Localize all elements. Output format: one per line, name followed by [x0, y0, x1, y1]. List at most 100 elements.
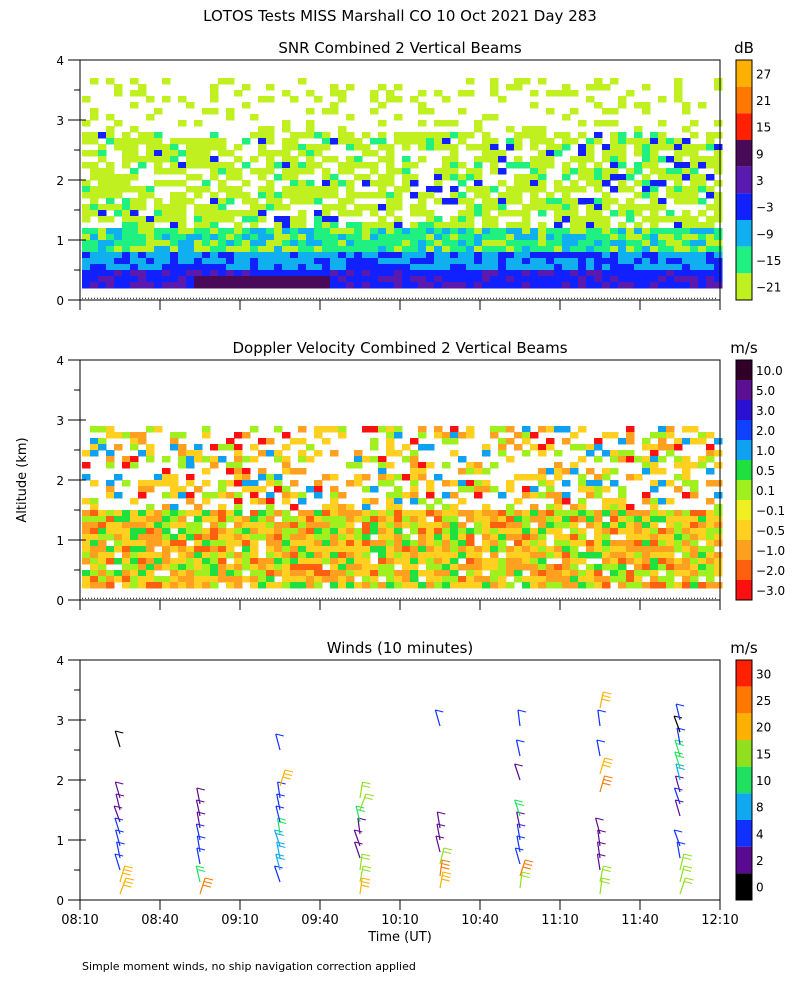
colorbar-label: 8: [756, 801, 764, 815]
snr-cell: [386, 210, 395, 217]
snr-cell: [98, 150, 107, 157]
colorbar-swatch: [736, 273, 752, 300]
doppler-cell: [562, 570, 571, 577]
doppler-cell: [714, 450, 723, 457]
snr-cell: [482, 282, 491, 289]
snr-cell: [482, 276, 491, 283]
wind-barb-shaft: [597, 709, 601, 727]
doppler-cell: [610, 528, 619, 535]
snr-cell: [666, 156, 675, 163]
snr-cell: [610, 138, 619, 145]
doppler-cell: [706, 570, 715, 577]
snr-cell: [586, 276, 595, 283]
doppler-cell: [522, 534, 531, 541]
doppler-cell: [386, 552, 395, 559]
snr-cell: [554, 252, 563, 259]
snr-cell: [570, 252, 579, 259]
snr-cell: [298, 132, 307, 139]
wind-barb-shaft: [674, 799, 681, 817]
y-tick-label: 0: [56, 294, 64, 308]
doppler-cell: [82, 462, 91, 469]
snr-cell: [706, 264, 715, 271]
snr-cell: [418, 246, 427, 253]
snr-cell: [450, 168, 459, 175]
snr-cell: [162, 78, 171, 85]
doppler-cell: [658, 432, 667, 439]
doppler-cell: [274, 582, 283, 589]
wind-barb-flag: [596, 739, 606, 743]
snr-cell: [402, 276, 411, 283]
snr-cell: [306, 276, 315, 283]
doppler-cell: [546, 546, 555, 553]
snr-cell: [354, 252, 363, 259]
snr-cell: [490, 252, 499, 259]
snr-cell: [418, 234, 427, 241]
doppler-cell: [442, 432, 451, 439]
doppler-cell: [242, 516, 251, 523]
doppler-cell: [498, 510, 507, 517]
snr-cell: [514, 192, 523, 199]
snr-cell: [666, 138, 675, 145]
snr-cell: [154, 240, 163, 247]
doppler-heatmap: [82, 426, 723, 589]
doppler-cell: [146, 546, 155, 553]
snr-cell: [226, 264, 235, 271]
snr-cell: [402, 282, 411, 289]
snr-cell: [442, 120, 451, 127]
doppler-cell: [242, 456, 251, 463]
doppler-cell: [250, 456, 259, 463]
snr-cell: [706, 252, 715, 259]
doppler-cell: [266, 540, 275, 547]
snr-cell: [442, 264, 451, 271]
doppler-cell: [106, 426, 115, 433]
wind-barb-flag: [355, 805, 365, 809]
doppler-cell: [490, 570, 499, 577]
doppler-cell: [306, 558, 315, 565]
doppler-cell: [330, 450, 339, 457]
snr-cell: [186, 246, 195, 253]
doppler-cell: [442, 582, 451, 589]
doppler-cell: [290, 522, 299, 529]
doppler-cell: [178, 558, 187, 565]
snr-cell: [506, 258, 515, 265]
snr-cell: [370, 168, 379, 175]
snr-cell: [498, 96, 507, 103]
snr-cell: [402, 180, 411, 187]
snr-cell: [290, 246, 299, 253]
snr-cell: [482, 114, 491, 121]
doppler-cell: [146, 552, 155, 559]
doppler-cell: [202, 426, 211, 433]
doppler-cell: [522, 432, 531, 439]
snr-cell: [202, 276, 211, 283]
snr-cell: [234, 168, 243, 175]
doppler-cell: [642, 438, 651, 445]
snr-cell: [706, 204, 715, 211]
snr-cell: [370, 204, 379, 211]
colorbar-label: −21: [756, 281, 781, 295]
doppler-cell: [170, 540, 179, 547]
snr-cell: [106, 264, 115, 271]
snr-cell: [218, 168, 227, 175]
doppler-cell: [642, 570, 651, 577]
doppler-cell: [602, 528, 611, 535]
snr-cell: [242, 102, 251, 109]
snr-cell: [538, 222, 547, 229]
doppler-cell: [194, 546, 203, 553]
doppler-cell: [410, 474, 419, 481]
snr-cell: [210, 210, 219, 217]
doppler-cell: [706, 552, 715, 559]
snr-cell: [98, 216, 107, 223]
snr-cell: [650, 264, 659, 271]
snr-cell: [562, 186, 571, 193]
doppler-cell: [410, 528, 419, 535]
snr-cell: [170, 216, 179, 223]
doppler-cell: [194, 552, 203, 559]
doppler-cell: [554, 522, 563, 529]
snr-cell: [122, 138, 131, 145]
snr-cell: [466, 222, 475, 229]
snr-cell: [650, 222, 659, 229]
doppler-cell: [370, 546, 379, 553]
snr-cell: [634, 168, 643, 175]
doppler-cell: [130, 510, 139, 517]
snr-cell: [506, 246, 515, 253]
